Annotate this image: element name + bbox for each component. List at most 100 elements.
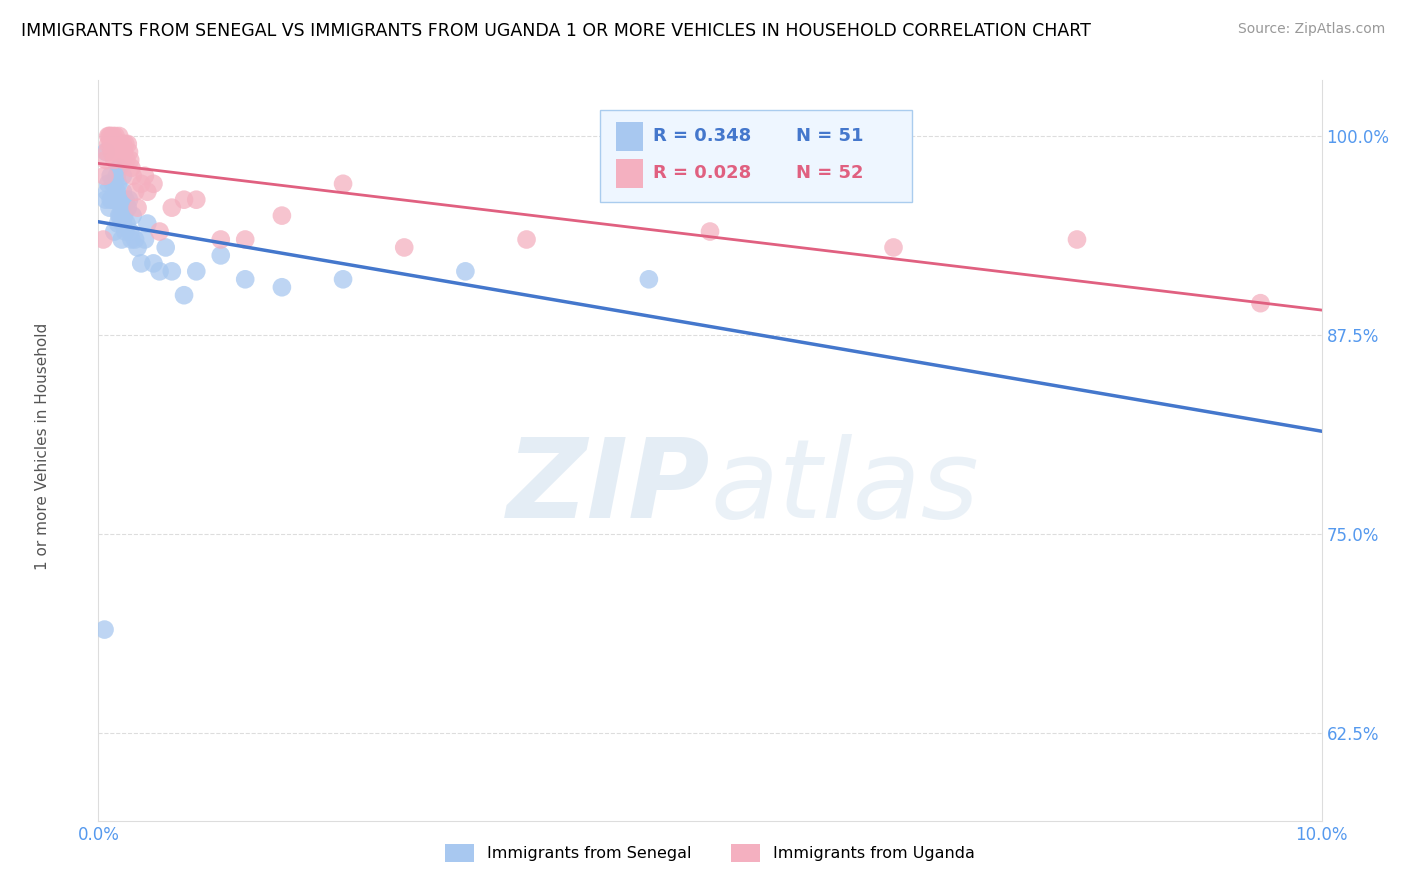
Point [173, 288, 195, 302]
Point [117, 201, 139, 215]
Text: R = 0.348: R = 0.348 [652, 127, 751, 145]
Point [127, 201, 149, 215]
Point [120, 225, 142, 239]
Point [101, 177, 124, 191]
Point [107, 136, 129, 151]
Point [121, 209, 143, 223]
Point [134, 232, 156, 246]
Point [332, 177, 354, 191]
Point [111, 201, 134, 215]
Point [111, 232, 134, 246]
Point [516, 232, 538, 246]
Point [98, 201, 121, 215]
Point [98, 128, 121, 143]
Point [97, 128, 120, 143]
Point [117, 136, 139, 151]
Point [110, 136, 132, 151]
Point [160, 264, 183, 278]
Point [105, 145, 128, 159]
Point [101, 136, 124, 151]
Point [454, 264, 477, 278]
Point [270, 280, 294, 294]
Point [105, 169, 128, 183]
Point [149, 225, 172, 239]
Point [103, 225, 125, 239]
Point [120, 232, 142, 246]
Point [111, 185, 134, 199]
Point [100, 193, 122, 207]
Point [699, 225, 721, 239]
Point [93, 623, 115, 637]
Point [108, 128, 131, 143]
Point [110, 145, 132, 159]
Point [173, 193, 195, 207]
Point [93, 169, 115, 183]
Point [110, 193, 132, 207]
Point [91, 232, 114, 246]
Point [108, 161, 131, 175]
Point [111, 153, 134, 167]
Point [100, 128, 122, 143]
Point [186, 264, 208, 278]
FancyBboxPatch shape [600, 110, 912, 202]
Point [270, 209, 294, 223]
Point [105, 185, 128, 199]
Point [111, 145, 134, 159]
Point [127, 240, 149, 254]
Point [101, 145, 124, 159]
Point [1066, 232, 1088, 246]
Point [100, 136, 122, 151]
Point [129, 256, 152, 270]
Point [118, 193, 141, 207]
Point [110, 209, 132, 223]
Point [96, 145, 118, 159]
Text: N = 52: N = 52 [796, 164, 863, 182]
Point [160, 201, 183, 215]
Point [1250, 296, 1272, 310]
Text: N = 51: N = 51 [796, 127, 863, 145]
Point [107, 217, 129, 231]
Bar [616, 122, 643, 151]
Point [233, 272, 256, 286]
Point [96, 185, 118, 199]
Point [101, 193, 124, 207]
Point [107, 177, 129, 191]
Point [112, 209, 135, 223]
Point [142, 256, 165, 270]
Point [100, 169, 122, 183]
Text: Source: ZipAtlas.com: Source: ZipAtlas.com [1237, 22, 1385, 37]
Point [129, 177, 152, 191]
Point [101, 136, 124, 151]
Point [103, 153, 125, 167]
Point [104, 193, 127, 207]
Text: 1 or more Vehicles in Household: 1 or more Vehicles in Household [35, 322, 49, 570]
Point [136, 217, 159, 231]
Point [112, 145, 135, 159]
Point [111, 169, 134, 183]
Point [115, 153, 138, 167]
Point [124, 232, 146, 246]
Point [104, 128, 127, 143]
Point [101, 128, 124, 143]
Point [120, 161, 142, 175]
Point [186, 193, 208, 207]
Text: atlas: atlas [710, 434, 979, 541]
Point [94, 145, 117, 159]
Point [124, 185, 146, 199]
Text: R = 0.028: R = 0.028 [652, 164, 751, 182]
Point [114, 225, 136, 239]
Point [233, 232, 256, 246]
Point [105, 136, 128, 151]
Point [111, 217, 134, 231]
Point [115, 217, 138, 231]
Point [883, 240, 905, 254]
Point [114, 193, 136, 207]
Point [94, 153, 117, 167]
Point [209, 232, 232, 246]
Point [134, 169, 156, 183]
Point [118, 145, 141, 159]
Point [149, 264, 172, 278]
Text: ZIP: ZIP [506, 434, 710, 541]
Legend: Immigrants from Senegal, Immigrants from Uganda: Immigrants from Senegal, Immigrants from… [439, 838, 981, 868]
Point [97, 136, 120, 151]
